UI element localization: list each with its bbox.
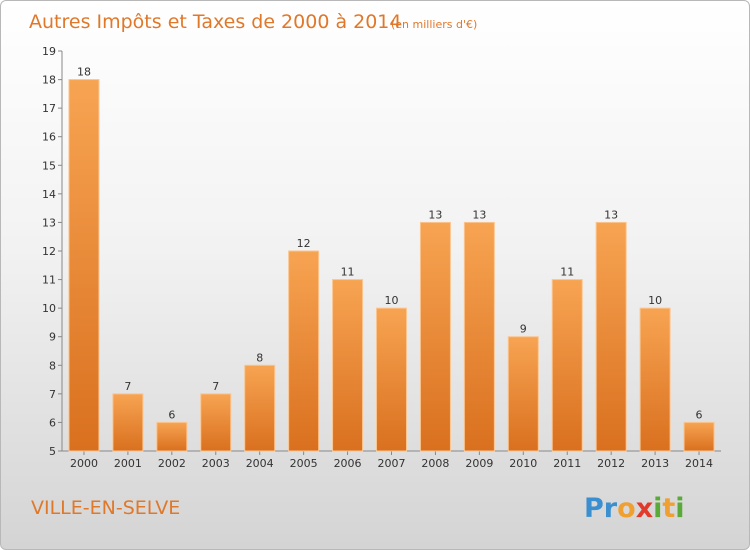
bar-value-label: 9 (520, 323, 527, 336)
logo-letter: i (675, 493, 684, 524)
y-tick-label: 19 (42, 45, 56, 58)
y-tick-label: 10 (42, 302, 56, 315)
bar (551, 279, 583, 452)
bar (288, 250, 320, 452)
x-tick-label: 2008 (421, 457, 449, 470)
bars: 18 7 6 7 8 12 11 10 13 13 9 11 13 10 6 (68, 66, 715, 452)
y-tick-label: 15 (42, 159, 56, 172)
y-tick-label: 18 (42, 74, 56, 87)
x-tick-label: 2011 (553, 457, 581, 470)
bar (639, 307, 671, 452)
y-tick-label: 9 (49, 331, 56, 344)
x-tick-label: 2002 (158, 457, 186, 470)
bar (200, 393, 232, 452)
bar-value-label: 7 (124, 380, 131, 393)
bar-value-label: 11 (341, 266, 355, 279)
bar (463, 221, 495, 452)
y-tick-label: 12 (42, 245, 56, 258)
bar-value-label: 11 (560, 266, 574, 279)
bar (507, 336, 539, 452)
x-tick-label: 2003 (202, 457, 230, 470)
logo-letter: i (653, 493, 662, 524)
bar-value-label: 6 (168, 408, 175, 421)
bar-value-label: 10 (385, 294, 399, 307)
bar-value-label: 18 (77, 66, 91, 79)
bar (332, 279, 364, 452)
x-tick-label: 2009 (465, 457, 493, 470)
bar-value-label: 10 (648, 294, 662, 307)
logo-letter: P (584, 493, 604, 524)
x-tick-label: 2001 (114, 457, 142, 470)
x-tick-label: 2006 (334, 457, 362, 470)
bar-value-label: 6 (696, 408, 703, 421)
bar (419, 221, 451, 452)
y-tick-label: 14 (42, 188, 56, 201)
x-tick-label: 2004 (246, 457, 274, 470)
axes: 5 6 7 8 9 10 11 12 13 14 15 16 17 18 19 2000 2001 2002 200… (42, 45, 721, 470)
y-tick-label: 8 (49, 359, 56, 372)
y-tick-label: 6 (49, 416, 56, 429)
bar-value-label: 7 (212, 380, 219, 393)
y-tick-label: 11 (42, 274, 56, 287)
y-tick-label: 17 (42, 102, 56, 115)
proxiti-logo: Proxiti (584, 493, 685, 524)
x-tick-label: 2007 (378, 457, 406, 470)
x-tick-label: 2010 (509, 457, 537, 470)
x-tick-label: 2013 (641, 457, 669, 470)
bar-value-label: 12 (297, 237, 311, 250)
y-tick-label: 13 (42, 216, 56, 229)
bar-value-label: 13 (604, 208, 618, 221)
logo-letter: r (604, 493, 618, 524)
logo-letter: x (636, 493, 653, 524)
bar-value-label: 8 (256, 351, 263, 364)
bar (595, 221, 627, 452)
commune-name: VILLE-EN-SELVE (31, 497, 180, 519)
x-tick-label: 2014 (685, 457, 713, 470)
bar (112, 393, 144, 452)
y-tick-label: 7 (49, 388, 56, 401)
bar-value-label: 13 (472, 208, 486, 221)
x-tick-label: 2005 (290, 457, 318, 470)
y-tick-label: 16 (42, 131, 56, 144)
logo-letter: t (662, 493, 675, 524)
bar (683, 421, 715, 452)
bar (156, 421, 188, 452)
y-tick-label: 5 (49, 445, 56, 458)
bar (68, 79, 100, 452)
bar (244, 364, 276, 452)
bar (376, 307, 407, 452)
x-tick-label: 2012 (597, 457, 625, 470)
x-tick-label: 2000 (70, 457, 98, 470)
bar-value-label: 13 (428, 208, 442, 221)
chart-subtitle: (en milliers d'€) (391, 18, 477, 31)
chart-title: Autres Impôts et Taxes de 2000 à 2014 (29, 11, 402, 33)
logo-letter: o (617, 493, 636, 524)
